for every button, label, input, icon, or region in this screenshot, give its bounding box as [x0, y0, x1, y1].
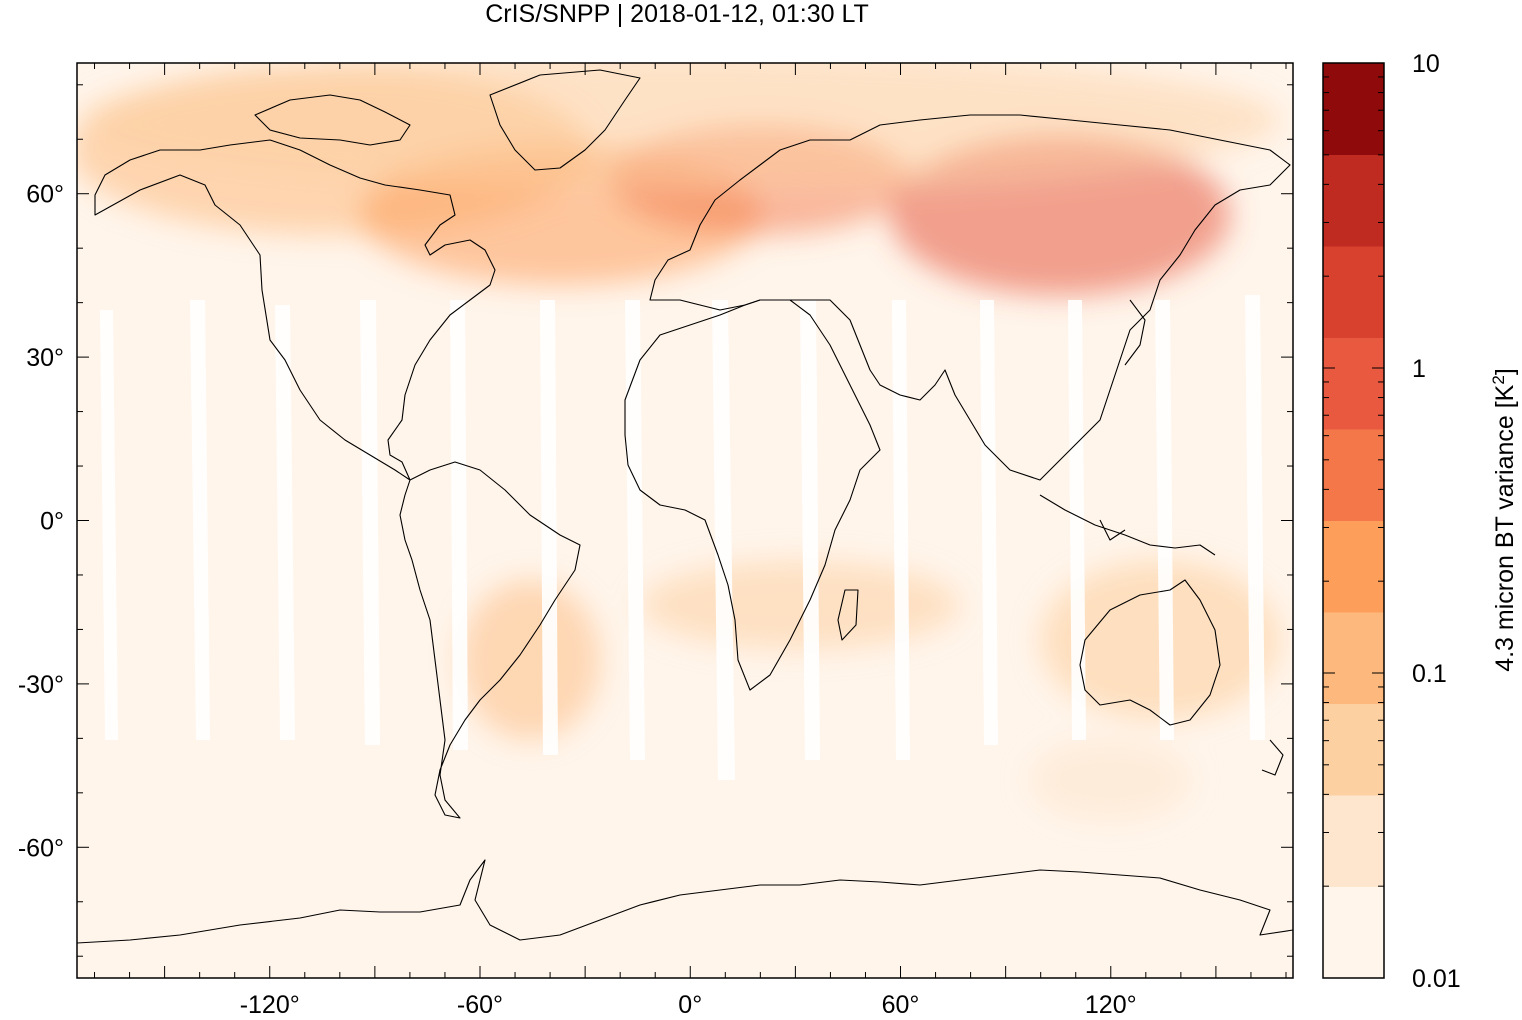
coastline-arctic-islands — [254, 94, 411, 146]
coastline-australia — [1079, 579, 1221, 726]
x-tick-label: 0° — [678, 991, 702, 1019]
colorbar-band — [1323, 703, 1384, 796]
coastline-antarctica — [77, 859, 1293, 944]
orbit-gap — [450, 300, 468, 750]
orbit-gap — [800, 300, 820, 760]
chart-title: CrIS/SNPP | 2018-01-12, 01:30 LT — [485, 0, 869, 28]
x-tick-label: -60° — [457, 991, 503, 1019]
colorbar-band — [1323, 520, 1384, 613]
orbit-gap — [1155, 300, 1174, 740]
orbit-gap — [980, 300, 998, 745]
coastline-north-america — [94, 139, 496, 481]
x-tick-label: 60° — [882, 991, 920, 1019]
coastline-new-zealand — [1261, 739, 1284, 776]
colorbar-band — [1323, 429, 1384, 521]
colorbar-ticks — [1323, 62, 1384, 979]
colorbar-bands — [1323, 63, 1384, 979]
colorbar-tick-label: 1 — [1412, 355, 1426, 383]
colorbar-tick-label: 0.1 — [1412, 660, 1447, 688]
x-tick-label: 120° — [1085, 991, 1137, 1019]
colorbar-tick-label: 0.01 — [1412, 965, 1461, 993]
variance-region-south-america — [460, 580, 600, 740]
y-tick-label: 0° — [40, 508, 64, 536]
orbit-gap — [892, 300, 910, 760]
colorbar-band — [1323, 246, 1384, 338]
colorbar-label: 4.3 micron BT variance [K2] — [1489, 368, 1519, 672]
coastline-europe-asia — [649, 114, 1291, 481]
y-tick-label: 30° — [26, 344, 64, 372]
y-tick-label: -60° — [18, 834, 64, 862]
orbit-gaps — [100, 295, 1265, 780]
colorbar-band — [1323, 154, 1384, 247]
map-area — [76, 62, 1294, 979]
axis-labels: -120° -60° 0° 60° 120° 60° 30° 0° -30° -60° — [18, 181, 1137, 1019]
coastline-indonesia — [1039, 494, 1216, 556]
orbit-gap — [712, 300, 735, 780]
colorbar-band — [1323, 886, 1384, 979]
orbit-gap — [625, 300, 645, 760]
orbit-gap — [1245, 295, 1265, 740]
variance-region-northern-band — [80, 63, 1280, 190]
y-tick-label: -30° — [18, 671, 64, 699]
y-tick-label: 60° — [26, 181, 64, 209]
orbit-gap — [360, 300, 380, 745]
orbit-gap — [275, 305, 295, 740]
colorbar: 10 1 0.1 0.01 4.3 micron BT variance [K2] — [1322, 50, 1519, 993]
coastlines — [77, 69, 1293, 944]
coastline-south-america — [399, 461, 581, 819]
colorbar-tick-label: 10 — [1412, 50, 1440, 78]
colorbar-band — [1323, 795, 1384, 887]
orbit-gap — [1068, 300, 1086, 740]
orbit-gap — [100, 310, 118, 740]
map-ticks — [77, 63, 1293, 978]
coastline-madagascar — [837, 589, 859, 641]
colorbar-tick-labels: 10 1 0.1 0.01 — [1412, 50, 1461, 993]
colorbar-band — [1323, 612, 1384, 704]
colorbar-band — [1323, 63, 1384, 155]
colorbar-frame — [1322, 62, 1385, 979]
coastline-greenland — [489, 69, 641, 171]
x-tick-label: -120° — [240, 991, 300, 1019]
variance-region-south-africa — [640, 560, 960, 650]
coastline-japan — [1124, 299, 1146, 366]
colorbar-band — [1323, 337, 1384, 430]
orbit-gap — [190, 300, 210, 740]
variance-region-south-pacific — [1030, 740, 1190, 820]
